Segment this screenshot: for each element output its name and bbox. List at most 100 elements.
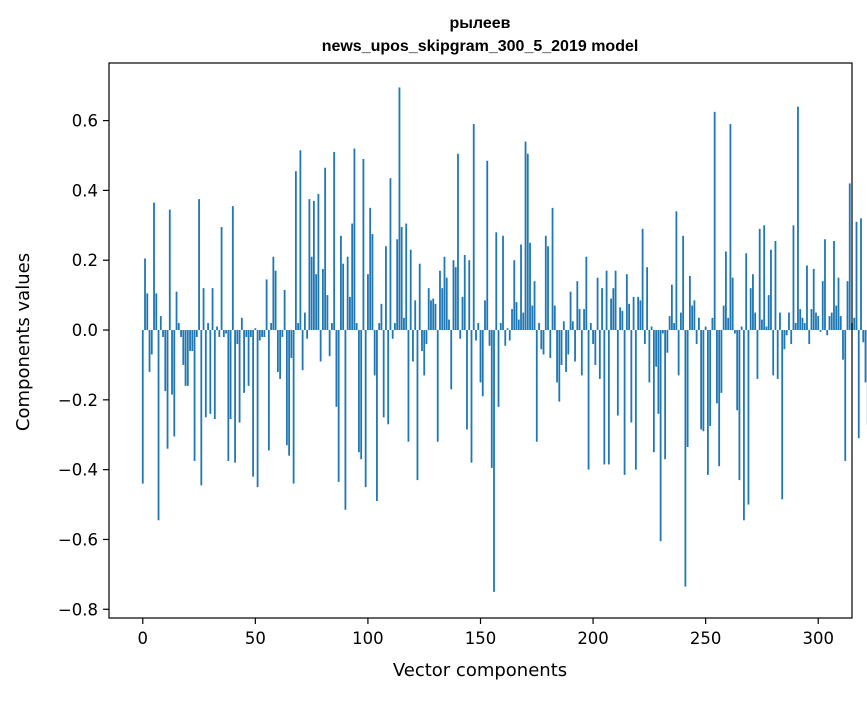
bar <box>745 253 747 330</box>
bar <box>637 297 639 330</box>
bar <box>486 161 488 330</box>
bar <box>495 232 497 330</box>
y-tick-label: 0.0 <box>72 321 98 340</box>
bar <box>732 278 734 330</box>
bar <box>824 239 826 330</box>
bar <box>173 330 175 436</box>
bar <box>266 279 268 330</box>
bar <box>365 330 367 487</box>
bar <box>718 330 720 466</box>
bar <box>784 330 786 349</box>
bar <box>840 316 842 330</box>
bar <box>196 330 198 337</box>
y-tick-label: −0.8 <box>58 600 98 619</box>
bar <box>209 330 211 414</box>
bar <box>155 293 157 330</box>
bar <box>363 159 365 330</box>
bar <box>270 323 272 330</box>
bar <box>491 330 493 468</box>
bar <box>453 260 455 330</box>
bar <box>288 330 290 456</box>
bar <box>565 330 567 372</box>
bar <box>489 330 491 346</box>
bar <box>815 313 817 330</box>
bar <box>581 330 583 375</box>
bar <box>252 330 254 477</box>
bar <box>216 327 218 330</box>
bar <box>687 330 689 447</box>
bar <box>752 274 754 330</box>
bar <box>187 330 189 386</box>
bar <box>603 330 605 464</box>
bar <box>450 330 452 389</box>
bar <box>185 330 187 386</box>
bar <box>844 330 846 461</box>
bar <box>648 330 650 382</box>
bar <box>766 327 768 330</box>
bar <box>574 330 576 361</box>
bar <box>669 316 671 330</box>
bar <box>239 330 241 423</box>
bar <box>540 330 542 349</box>
bar <box>657 330 659 414</box>
bar <box>268 330 270 450</box>
bar <box>806 265 808 330</box>
bar <box>527 154 529 330</box>
bar <box>653 330 655 452</box>
bar <box>594 330 596 365</box>
bar <box>412 330 414 361</box>
bar <box>457 154 459 330</box>
bar <box>624 330 626 475</box>
bar <box>619 307 621 330</box>
bar <box>536 330 538 442</box>
chart-title-line2: news_upos_skipgram_300_5_2019 model <box>322 38 639 55</box>
bar <box>471 330 473 463</box>
bar <box>829 316 831 330</box>
bar <box>338 330 340 482</box>
bar <box>529 243 531 330</box>
bar <box>860 218 862 330</box>
y-tick-label: −0.4 <box>58 461 98 480</box>
bar <box>531 306 533 330</box>
bar <box>333 152 335 330</box>
bar <box>142 330 144 484</box>
y-ticks: −0.8−0.6−0.4−0.20.00.20.40.6 <box>58 112 109 620</box>
bar <box>716 330 718 403</box>
bar <box>513 260 515 330</box>
bar <box>545 236 547 330</box>
bar <box>327 295 329 330</box>
y-tick-label: 0.4 <box>72 181 98 200</box>
bar <box>320 330 322 361</box>
bars-group <box>142 87 867 591</box>
bar <box>347 257 349 330</box>
bar <box>754 313 756 330</box>
bar <box>480 330 482 382</box>
bar <box>430 300 432 330</box>
bar <box>639 300 641 330</box>
bar <box>160 316 162 330</box>
bar <box>329 330 331 356</box>
bar <box>297 323 299 330</box>
bar <box>750 288 752 330</box>
bar <box>250 330 252 337</box>
bar <box>475 330 477 340</box>
bar <box>277 330 279 372</box>
bar <box>739 330 741 480</box>
bar <box>448 320 450 330</box>
bar <box>405 224 407 330</box>
bar <box>149 330 151 372</box>
bar <box>833 241 835 330</box>
bar <box>306 330 308 339</box>
bar <box>820 330 822 332</box>
bar <box>223 330 225 337</box>
bar <box>466 330 468 429</box>
bar <box>662 330 664 333</box>
bar <box>383 330 385 417</box>
bar <box>317 194 319 330</box>
bar <box>374 330 376 375</box>
bar <box>795 323 797 330</box>
bar <box>354 149 356 331</box>
x-tick-label: 200 <box>577 629 609 648</box>
